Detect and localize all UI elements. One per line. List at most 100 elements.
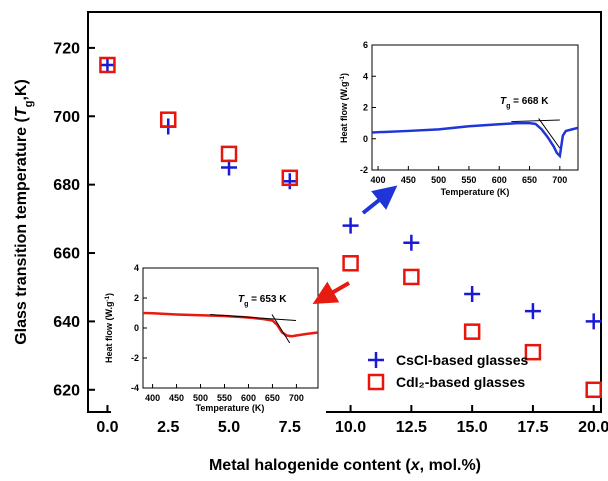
legend-label: CdI₂-based glasses — [396, 374, 525, 390]
label-part: Metal halogenide content ( — [209, 457, 411, 474]
y-tick-label: 4 — [134, 263, 139, 273]
x-tick-label: 450 — [401, 175, 416, 185]
x-tick-label: 0.0 — [96, 419, 118, 436]
tangent-line — [511, 119, 560, 123]
tangent-line — [271, 314, 291, 344]
x-tick-label: 15.0 — [457, 419, 488, 436]
label-part: = 668 K — [510, 96, 549, 107]
y-tick-label: 680 — [53, 177, 80, 194]
label-part: g — [244, 301, 248, 308]
y-tick-label: 0 — [363, 134, 368, 144]
annotation: Tg = 668 K — [500, 96, 549, 110]
plus-marker — [464, 286, 481, 303]
y-tick-label: -2 — [360, 165, 368, 175]
tangent-line — [538, 118, 561, 149]
y-tick-label: 4 — [363, 71, 368, 81]
x-tick-label: 500 — [431, 175, 446, 185]
y-tick-label: 6 — [363, 40, 368, 50]
x-tick-label: 600 — [241, 393, 256, 403]
x-tick-label: 5.0 — [218, 419, 240, 436]
label-part: Heat flow (W.g — [104, 302, 114, 364]
y-tick-label: -4 — [131, 383, 139, 393]
y-tick-label: 660 — [53, 246, 80, 263]
plot-frame — [371, 44, 579, 171]
data-line — [372, 121, 578, 159]
plus-marker — [585, 313, 602, 330]
square-marker — [281, 169, 299, 187]
x-tick-label: 400 — [145, 393, 160, 403]
square-marker — [99, 56, 116, 74]
label-part: , mol.%) — [420, 457, 481, 474]
square-marker — [220, 145, 238, 163]
x-tick-label: 2.5 — [157, 419, 179, 436]
x-tick-label: 600 — [492, 175, 507, 185]
plot-frame — [142, 267, 319, 389]
square-marker — [585, 381, 602, 399]
label-part: Glass transition temperature ( — [13, 117, 30, 345]
label-part: Heat flow (W.g — [339, 82, 349, 144]
x-tick-label: 700 — [552, 175, 567, 185]
y-tick-label: 2 — [134, 293, 139, 303]
annotation: Tg = 653 K — [238, 294, 287, 308]
label-part: x — [410, 457, 421, 474]
y-axis-label: Glass transition temperature (Tg,K) — [13, 79, 35, 345]
label-part: ) — [104, 293, 114, 296]
label-part: T — [13, 106, 30, 117]
y-tick-label: -2 — [131, 353, 139, 363]
inset-background — [340, 37, 586, 202]
plus-marker — [403, 234, 420, 251]
arrow — [312, 281, 350, 304]
label-part: T — [238, 294, 245, 305]
plus-marker — [524, 303, 541, 320]
y-tick-label: 640 — [53, 314, 80, 331]
main-chart: 0.0 2.5 5.0 7.5 10.0 12.5 15.0 17.5 20.062064066… — [13, 11, 608, 474]
plus-marker — [99, 56, 116, 73]
x-tick-label: 650 — [522, 175, 537, 185]
y-tick-label: 720 — [53, 40, 80, 57]
label-part: -1 — [339, 75, 346, 81]
square-marker — [463, 323, 481, 340]
inset-chart: 400 450 500 550 600 650 700 -4 -2 0 2 4 Temperature … — [104, 260, 326, 420]
x-axis-label: Temperature (K) — [196, 403, 265, 413]
square-marker — [403, 268, 420, 286]
plot-frame — [87, 11, 602, 413]
y-tick-label: 700 — [53, 109, 80, 126]
x-tick-label: 550 — [461, 175, 476, 185]
x-tick-label: 550 — [217, 393, 232, 403]
square-marker — [524, 343, 542, 361]
x-tick-label: 500 — [193, 393, 208, 403]
legend-marker — [368, 352, 384, 368]
square-marker — [342, 255, 359, 272]
y-tick-label: 2 — [363, 103, 368, 113]
x-tick-label: 700 — [289, 393, 304, 403]
label-part: ,K) — [13, 79, 30, 100]
legend-label: CsCl-based glasses — [396, 352, 528, 368]
plus-marker — [281, 173, 298, 190]
x-tick-label: 12.5 — [396, 419, 427, 436]
y-tick-label: 620 — [53, 382, 80, 399]
tangent-line — [210, 314, 296, 321]
x-tick-label: 7.5 — [279, 419, 301, 436]
x-tick-label: 400 — [371, 175, 386, 185]
label-part: Temperature (K) — [196, 403, 265, 413]
x-tick-label: 17.5 — [517, 419, 548, 436]
label-part: T — [500, 96, 507, 107]
inset-background — [111, 260, 326, 420]
x-axis-label: Temperature (K) — [441, 187, 510, 197]
label-part: = 653 K — [248, 294, 287, 305]
y-axis-label: Heat flow (W.g-1) — [104, 293, 115, 363]
x-tick-label: 650 — [265, 393, 280, 403]
x-axis-label: Metal halogenide content (x, mol.%) — [209, 457, 481, 474]
label-part: Temperature (K) — [441, 187, 510, 197]
x-tick-label: 10.0 — [335, 419, 366, 436]
square-marker — [159, 111, 177, 128]
data-line — [143, 311, 318, 338]
label-part: g — [506, 103, 510, 110]
label-part: -1 — [104, 295, 111, 301]
y-axis-label: Heat flow (W.g-1) — [339, 73, 350, 143]
x-tick-label: 20.0 — [578, 419, 608, 436]
arrow — [361, 185, 398, 215]
plus-marker — [342, 217, 359, 234]
